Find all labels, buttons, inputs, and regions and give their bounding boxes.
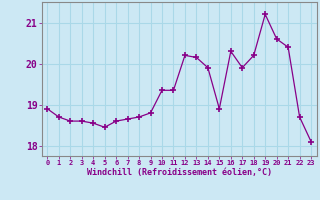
X-axis label: Windchill (Refroidissement éolien,°C): Windchill (Refroidissement éolien,°C) xyxy=(87,168,272,177)
